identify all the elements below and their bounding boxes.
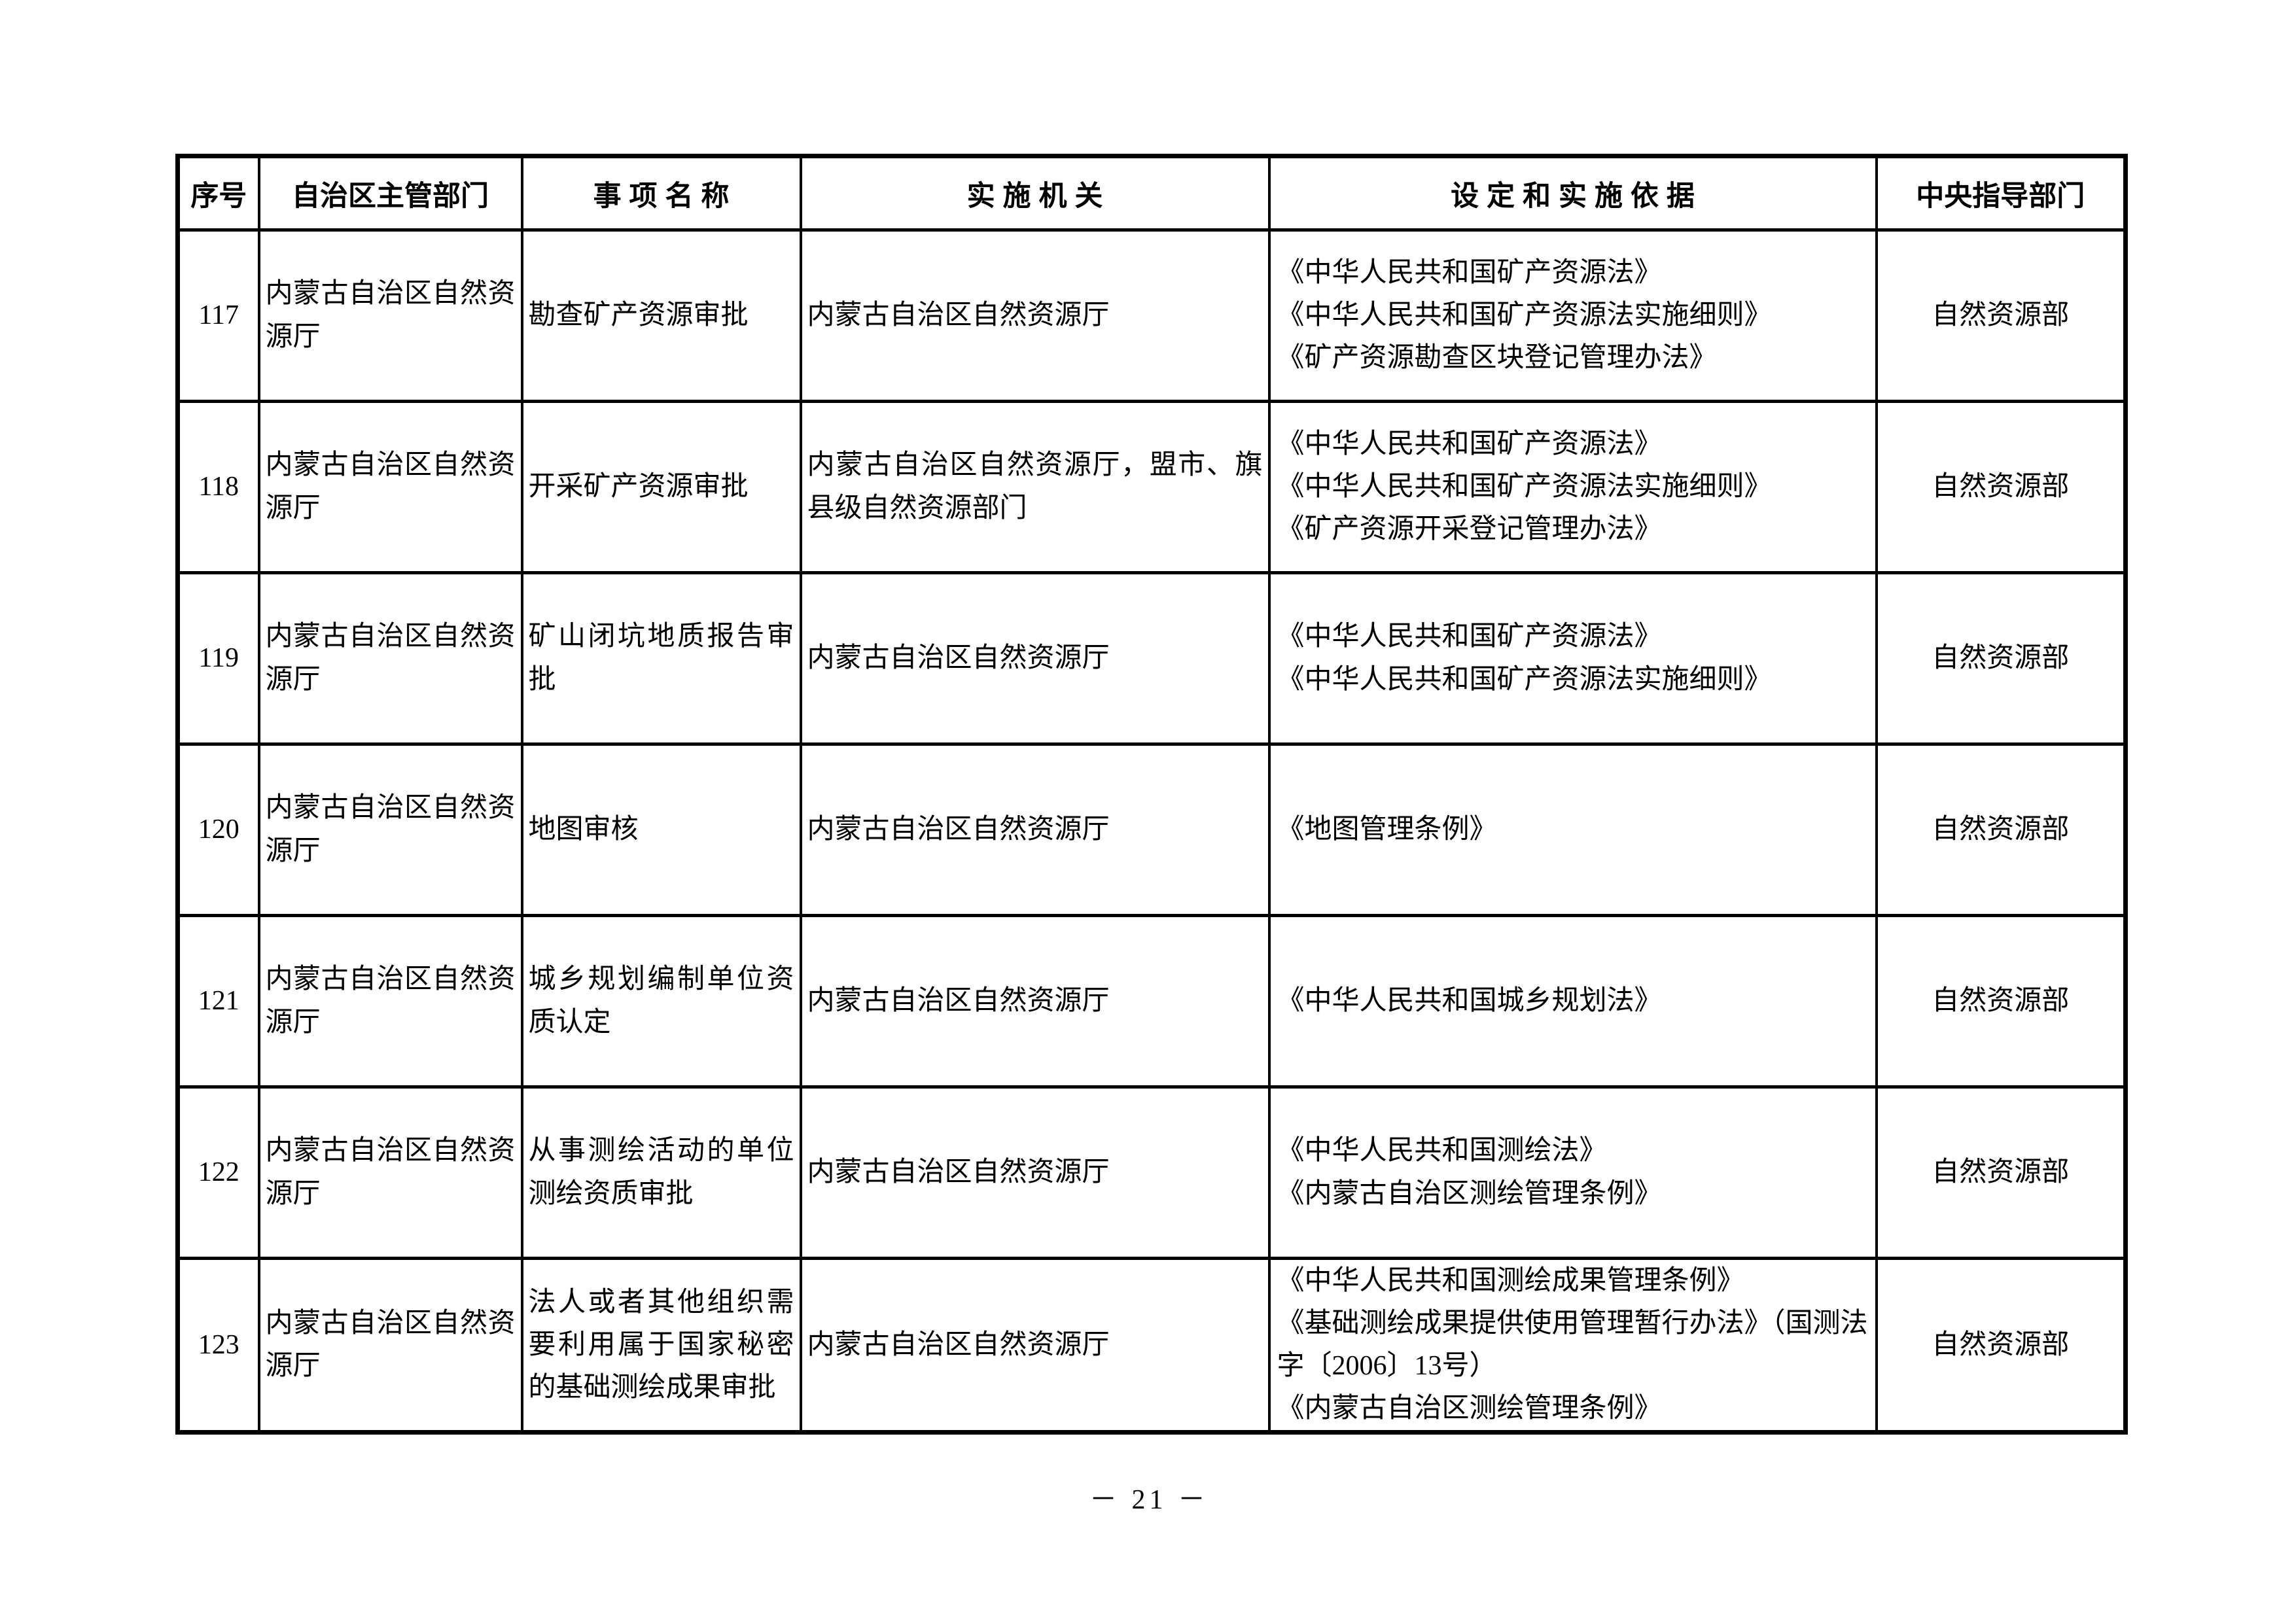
- approval-items-table-container: 序号 自治区主管部门 事 项 名 称 实 施 机 关 设 定 和 实 施 依 据…: [175, 154, 2128, 1435]
- basis-line: 《矿产资源开采登记管理办法》: [1277, 514, 1662, 545]
- column-header-region-department: 自治区主管部门: [257, 154, 523, 232]
- cell-implementing-agency: 内蒙古自治区自然资源厅: [799, 1256, 1271, 1435]
- table-row-121: 121 内蒙古自治区自然资源厅 城乡规划编制单位资质认定 内蒙古自治区自然资源厅…: [176, 914, 2127, 1089]
- cell-implementing-agency: 内蒙古自治区自然资源厅: [799, 571, 1271, 746]
- approval-items-table: 序号 自治区主管部门 事 项 名 称 实 施 机 关 设 定 和 实 施 依 据…: [175, 154, 2128, 1435]
- column-header-serial-number: 序号: [176, 154, 260, 232]
- cell-serial-number: 122: [176, 1085, 260, 1260]
- cell-item-name: 从事测绘活动的单位测绘资质审批: [520, 1085, 802, 1260]
- basis-line: 《中华人民共和国城乡规划法》: [1277, 985, 1662, 1016]
- basis-line: 《中华人民共和国矿产资源法实施细则》: [1277, 471, 1772, 502]
- cell-central-department: 自然资源部: [1875, 400, 2127, 574]
- cell-basis: 《中华人民共和国城乡规划法》: [1267, 914, 1878, 1089]
- cell-serial-number: 117: [176, 228, 260, 403]
- basis-line: 《地图管理条例》: [1277, 814, 1497, 845]
- cell-item-name: 城乡规划编制单位资质认定: [520, 914, 802, 1089]
- cell-central-department: 自然资源部: [1875, 914, 2127, 1089]
- table-row-118: 118 内蒙古自治区自然资源厅 开采矿产资源审批 内蒙古自治区自然资源厅，盟市、…: [176, 400, 2127, 574]
- basis-line: 《中华人民共和国矿产资源法实施细则》: [1277, 664, 1772, 695]
- cell-basis: 《中华人民共和国矿产资源法》 《中华人民共和国矿产资源法实施细则》 《矿产资源开…: [1267, 400, 1878, 574]
- table-row-119: 119 内蒙古自治区自然资源厅 矿山闭坑地质报告审批 内蒙古自治区自然资源厅 《…: [176, 571, 2127, 746]
- cell-serial-number: 123: [176, 1256, 260, 1435]
- cell-basis: 《中华人民共和国矿产资源法》 《中华人民共和国矿产资源法实施细则》 《矿产资源勘…: [1267, 228, 1878, 403]
- cell-serial-number: 121: [176, 914, 260, 1089]
- basis-line: 《内蒙古自治区测绘管理条例》: [1277, 1393, 1662, 1424]
- cell-central-department: 自然资源部: [1875, 228, 2127, 403]
- table-row-122: 122 内蒙古自治区自然资源厅 从事测绘活动的单位测绘资质审批 内蒙古自治区自然…: [176, 1085, 2127, 1260]
- cell-region-department: 内蒙古自治区自然资源厅: [257, 400, 523, 574]
- table-row-117: 117 内蒙古自治区自然资源厅 勘查矿产资源审批 内蒙古自治区自然资源厅 《中华…: [176, 228, 2127, 403]
- basis-line: 《中华人民共和国测绘法》: [1277, 1136, 1607, 1166]
- basis-line: 《内蒙古自治区测绘管理条例》: [1277, 1178, 1662, 1209]
- cell-basis: 《中华人民共和国矿产资源法》 《中华人民共和国矿产资源法实施细则》: [1267, 571, 1878, 746]
- column-header-implementing-agency: 实 施 机 关: [799, 154, 1271, 232]
- basis-line: 《基础测绘成果提供使用管理暂行办法》（国测法字〔2006〕13号）: [1277, 1308, 1868, 1382]
- cell-serial-number: 118: [176, 400, 260, 574]
- cell-basis: 《中华人民共和国测绘成果管理条例》 《基础测绘成果提供使用管理暂行办法》（国测法…: [1267, 1256, 1878, 1435]
- table-header-row: 序号 自治区主管部门 事 项 名 称 实 施 机 关 设 定 和 实 施 依 据…: [176, 154, 2127, 232]
- basis-line: 《中华人民共和国矿产资源法》: [1277, 621, 1662, 652]
- cell-implementing-agency: 内蒙古自治区自然资源厅: [799, 742, 1271, 917]
- cell-implementing-agency: 内蒙古自治区自然资源厅: [799, 228, 1271, 403]
- column-header-central-department: 中央指导部门: [1875, 154, 2127, 232]
- cell-item-name: 开采矿产资源审批: [520, 400, 802, 574]
- table-row-120: 120 内蒙古自治区自然资源厅 地图审核 内蒙古自治区自然资源厅 《地图管理条例…: [176, 742, 2127, 917]
- cell-item-name: 勘查矿产资源审批: [520, 228, 802, 403]
- cell-region-department: 内蒙古自治区自然资源厅: [257, 742, 523, 917]
- table-row-123: 123 内蒙古自治区自然资源厅 法人或者其他组织需要利用属于国家秘密的基础测绘成…: [176, 1256, 2127, 1435]
- cell-region-department: 内蒙古自治区自然资源厅: [257, 571, 523, 746]
- cell-region-department: 内蒙古自治区自然资源厅: [257, 1085, 523, 1260]
- cell-basis: 《中华人民共和国测绘法》 《内蒙古自治区测绘管理条例》: [1267, 1085, 1878, 1260]
- cell-central-department: 自然资源部: [1875, 742, 2127, 917]
- cell-serial-number: 120: [176, 742, 260, 917]
- cell-central-department: 自然资源部: [1875, 1256, 2127, 1435]
- basis-line: 《矿产资源勘查区块登记管理办法》: [1277, 343, 1717, 374]
- column-header-item-name: 事 项 名 称: [520, 154, 802, 232]
- cell-region-department: 内蒙古自治区自然资源厅: [257, 914, 523, 1089]
- cell-implementing-agency: 内蒙古自治区自然资源厅，盟市、旗县级自然资源部门: [799, 400, 1271, 574]
- cell-central-department: 自然资源部: [1875, 571, 2127, 746]
- cell-item-name: 矿山闭坑地质报告审批: [520, 571, 802, 746]
- basis-line: 《中华人民共和国矿产资源法》: [1277, 428, 1662, 459]
- cell-region-department: 内蒙古自治区自然资源厅: [257, 228, 523, 403]
- basis-line: 《中华人民共和国测绘成果管理条例》: [1277, 1266, 1744, 1296]
- cell-item-name: 地图审核: [520, 742, 802, 917]
- basis-line: 《中华人民共和国矿产资源法实施细则》: [1277, 300, 1772, 330]
- cell-basis: 《地图管理条例》: [1267, 742, 1878, 917]
- basis-line: 《中华人民共和国矿产资源法》: [1277, 257, 1662, 288]
- cell-central-department: 自然资源部: [1875, 1085, 2127, 1260]
- page-number: － 21 －: [1089, 1485, 1209, 1515]
- cell-implementing-agency: 内蒙古自治区自然资源厅: [799, 914, 1271, 1089]
- column-header-basis: 设 定 和 实 施 依 据: [1267, 154, 1878, 232]
- cell-item-name: 法人或者其他组织需要利用属于国家秘密的基础测绘成果审批: [520, 1256, 802, 1435]
- cell-implementing-agency: 内蒙古自治区自然资源厅: [799, 1085, 1271, 1260]
- cell-region-department: 内蒙古自治区自然资源厅: [257, 1256, 523, 1435]
- cell-serial-number: 119: [176, 571, 260, 746]
